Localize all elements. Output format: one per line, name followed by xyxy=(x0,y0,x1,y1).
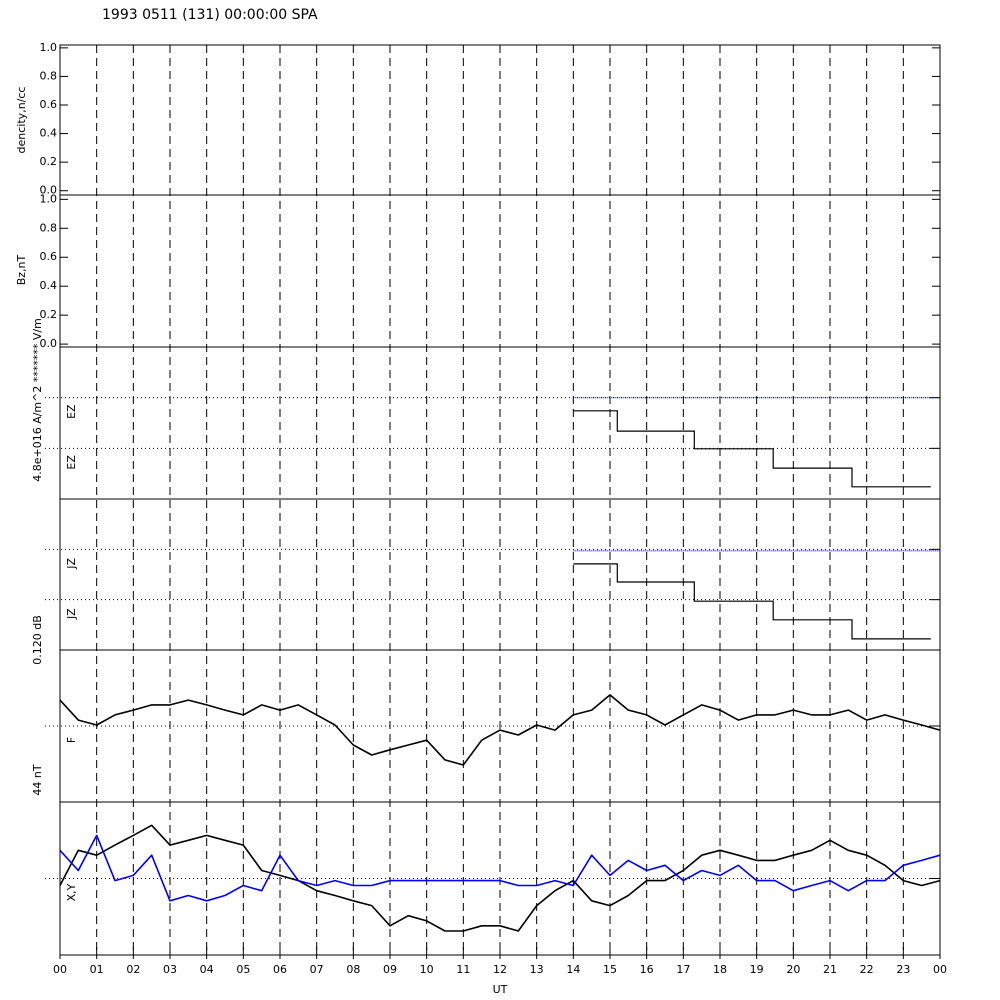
x-tick-label: 16 xyxy=(640,963,654,976)
y-tick-label: 0.6 xyxy=(40,98,58,111)
step-line xyxy=(573,563,931,640)
x-tick-label: 14 xyxy=(566,963,580,976)
data-line xyxy=(59,824,941,932)
y-tick-label: 0.0 xyxy=(40,184,58,197)
x-tick-label: 23 xyxy=(896,963,910,976)
y-tick-label: 0.2 xyxy=(40,155,58,168)
x-tick-label: 20 xyxy=(786,963,800,976)
panel-label: JZ xyxy=(65,608,78,620)
x-tick-label: 08 xyxy=(346,963,360,976)
y-tick-label: 0.0 xyxy=(40,337,58,350)
panel-label: EZ xyxy=(65,404,78,419)
x-tick-label: 18 xyxy=(713,963,727,976)
data-line xyxy=(59,694,941,766)
x-tick-label: 10 xyxy=(420,963,434,976)
y-tick-label: 1.0 xyxy=(40,41,58,54)
x-tick-label: 22 xyxy=(860,963,874,976)
x-tick-label: 04 xyxy=(200,963,214,976)
x-tick-label: 00 xyxy=(933,963,947,976)
y-tick-label: 0.8 xyxy=(40,221,58,234)
x-tick-label: 05 xyxy=(236,963,250,976)
y-tick-label: 0.8 xyxy=(40,69,58,82)
step-line xyxy=(573,410,931,488)
panel-label: F xyxy=(65,737,78,743)
y-axis-label: Bz,nT xyxy=(15,254,28,285)
y-tick-label: 0.4 xyxy=(40,127,58,140)
x-tick-label: 03 xyxy=(163,963,177,976)
x-tick-label: 17 xyxy=(676,963,690,976)
x-tick-label: 01 xyxy=(90,963,104,976)
y-axis-label: 44 nT xyxy=(31,764,44,795)
y-tick-label: 0.6 xyxy=(40,250,58,263)
x-tick-label: 15 xyxy=(603,963,617,976)
x-tick-label: 12 xyxy=(493,963,507,976)
x-axis-label: UT xyxy=(493,983,508,996)
x-tick-label: 07 xyxy=(310,963,324,976)
y-tick-label: 1.0 xyxy=(40,192,58,205)
plot-frame xyxy=(59,44,941,956)
x-tick-label: 13 xyxy=(530,963,544,976)
y-axis-label: 0.120 dB xyxy=(31,615,44,665)
y-tick-label: 0.4 xyxy=(40,279,58,292)
y-axis-label: 4.8e+016 A/m^2 ******* V/m xyxy=(31,318,44,482)
panel-label: JZ xyxy=(65,557,78,569)
x-tick-label: 02 xyxy=(126,963,140,976)
y-axis-label: dencity,n/cc xyxy=(15,87,28,154)
x-tick-label: 00 xyxy=(53,963,67,976)
panel-label: EZ xyxy=(65,455,78,470)
x-tick-label: 06 xyxy=(273,963,287,976)
y-tick-label: 0.2 xyxy=(40,308,58,321)
x-tick-label: 09 xyxy=(383,963,397,976)
x-tick-label: 19 xyxy=(750,963,764,976)
x-tick-label: 21 xyxy=(823,963,837,976)
panel-label: X,Y xyxy=(65,883,78,901)
chart-title: 1993 0511 (131) 00:00:00 SPA xyxy=(102,7,318,23)
x-tick-label: 11 xyxy=(456,963,470,976)
data-line xyxy=(59,834,941,902)
